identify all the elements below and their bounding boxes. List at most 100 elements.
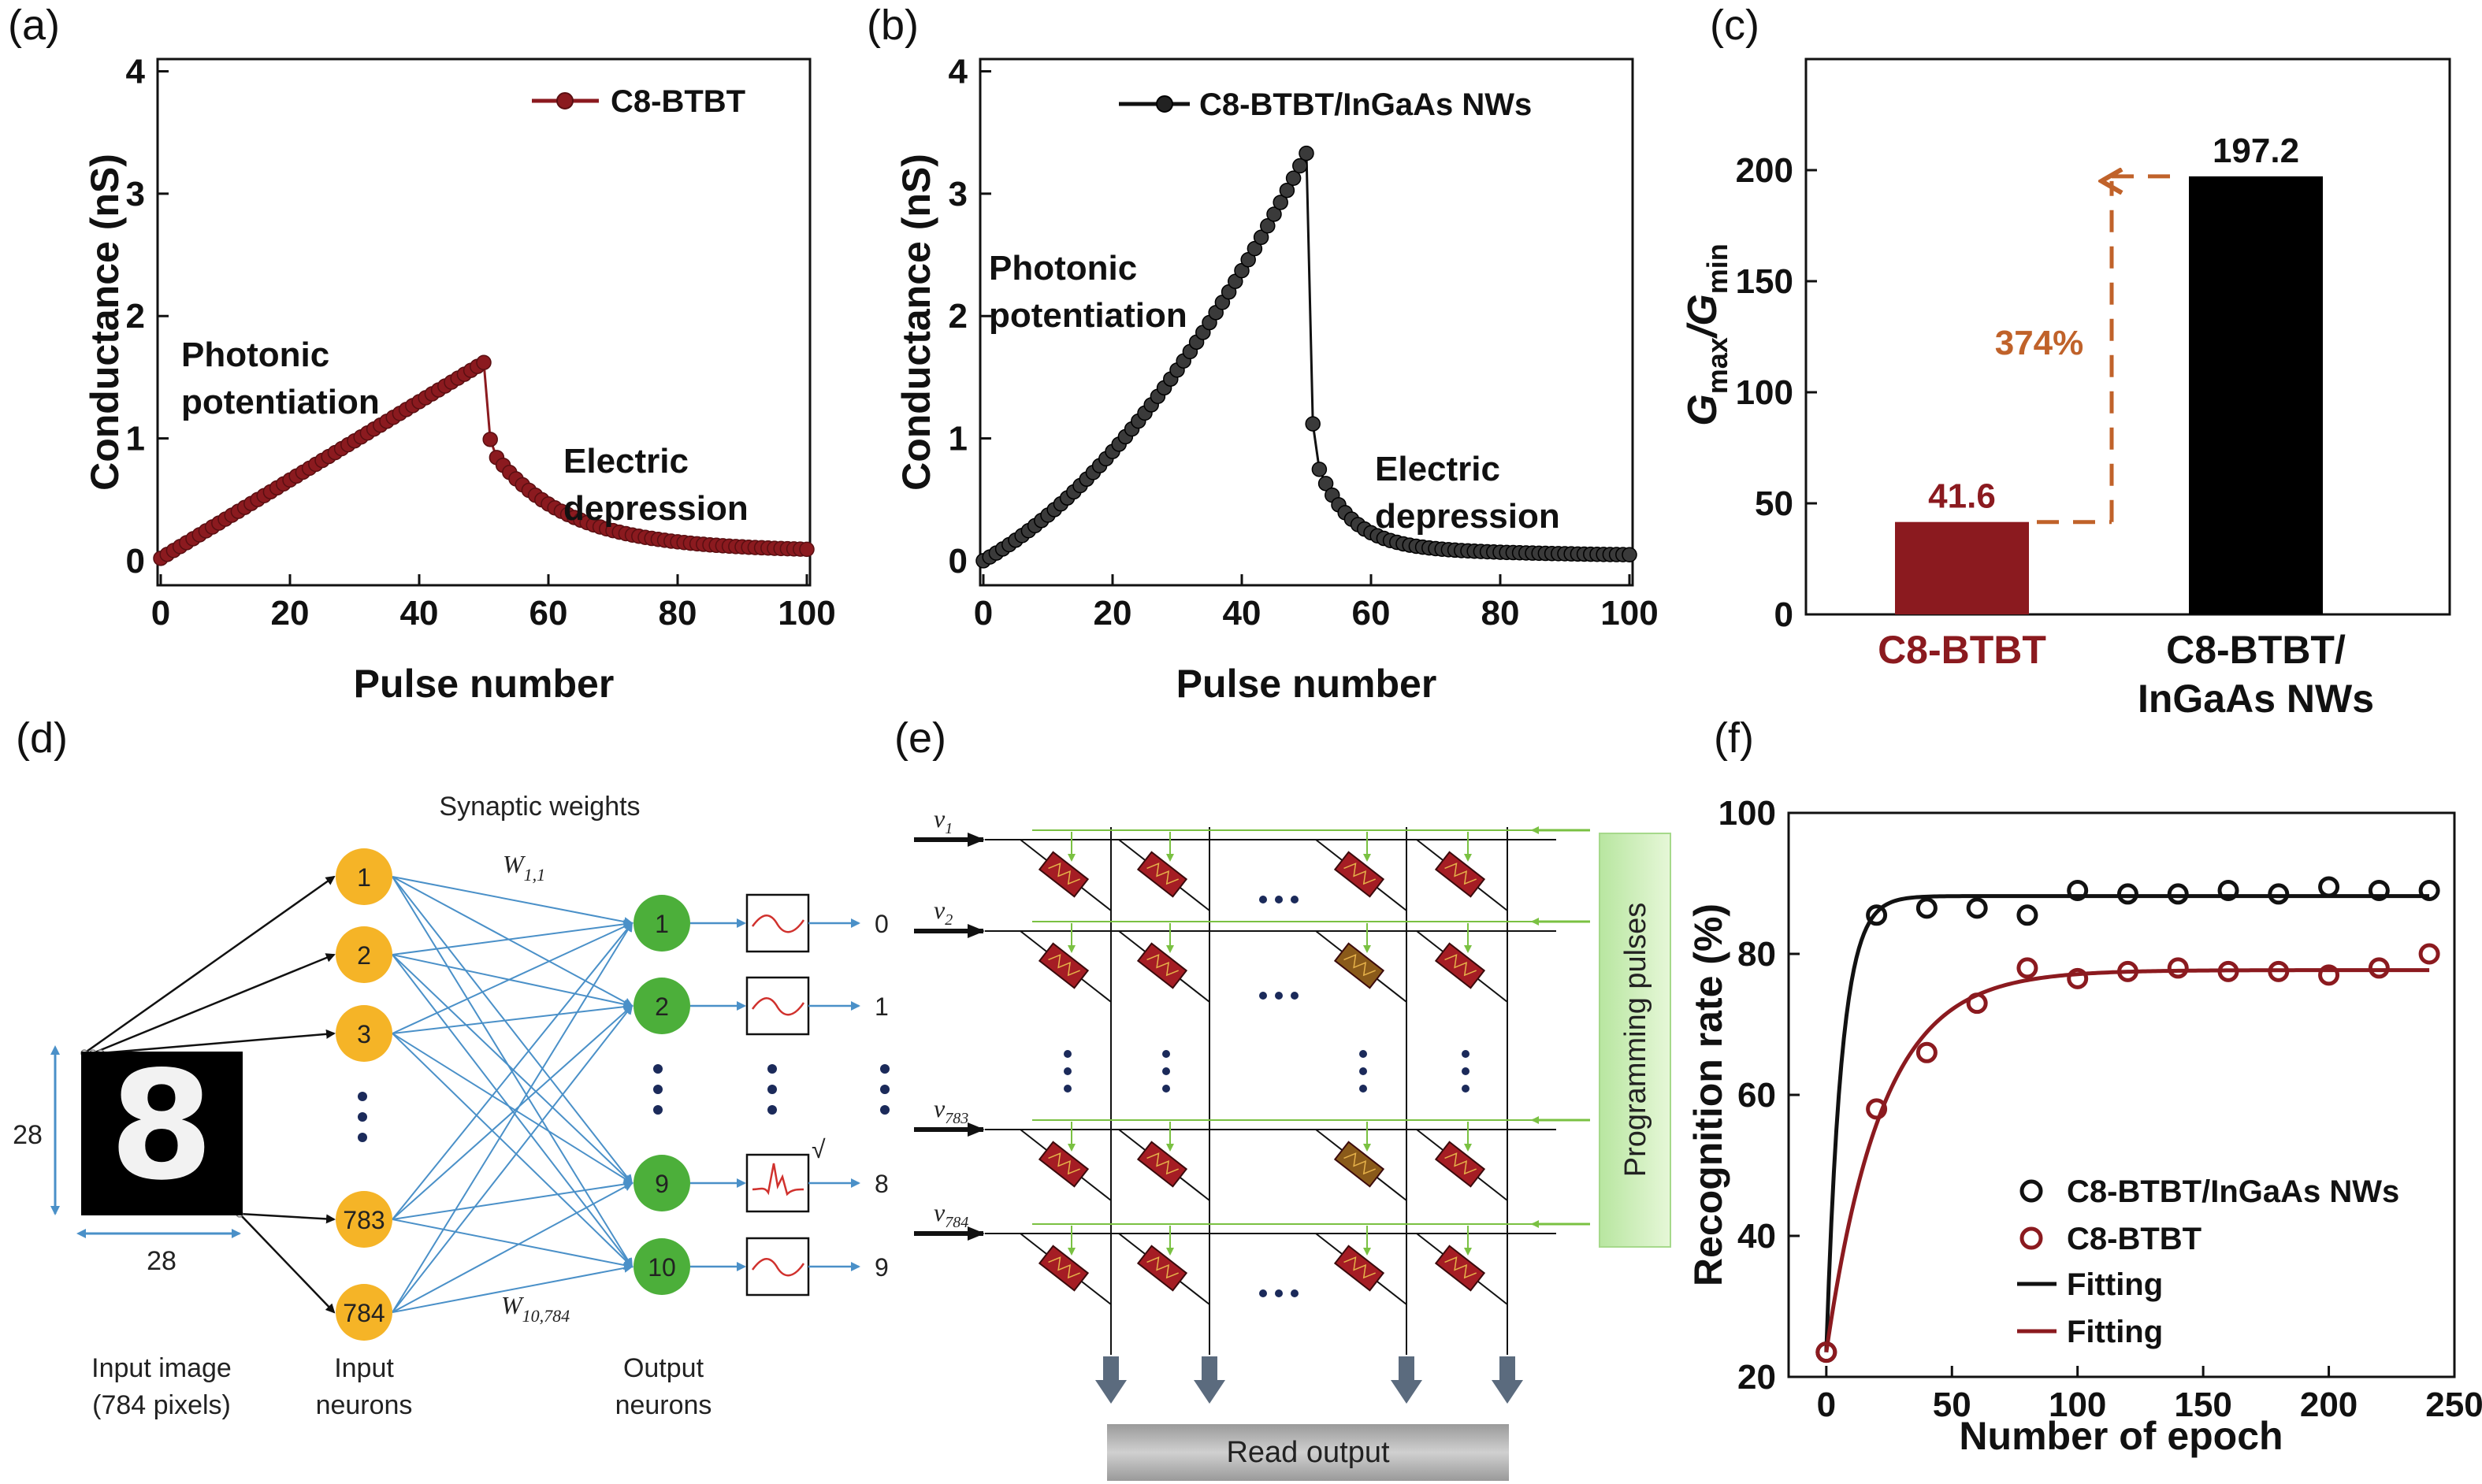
chart-c-ytick-label-3: 150 (1736, 262, 1793, 301)
series-0-point-12 (2418, 879, 2440, 901)
chart-c-ytick-label-1: 50 (1755, 484, 1793, 523)
col-ellipsis-3-2 (1462, 1085, 1470, 1093)
synapse-1-2 (392, 954, 634, 1185)
col-ellipsis-1-2 (1162, 1085, 1170, 1093)
series-1-point-10 (2318, 964, 2340, 986)
row-voltage-label-0: v1 (934, 804, 953, 837)
panel-e-crossbar: v1 v2 v783 v784 Programming pulses Read out… (914, 804, 1671, 1481)
series-1-point-9 (2268, 960, 2290, 982)
series-0-point-8 (2217, 879, 2239, 901)
chart-b-point-100 (1622, 547, 1637, 563)
output-class-label-3: 9 (875, 1253, 889, 1282)
chart-b-point-52 (1311, 462, 1328, 477)
chart-b-point-51 (1305, 416, 1321, 432)
memristor-pattern-2-0 (1048, 1152, 1080, 1175)
synapse-3-3 (392, 1219, 634, 1270)
synapse-2-0 (392, 922, 634, 1034)
chart-a-xtick-label-1: 20 (271, 594, 310, 633)
chart-c-ytick-label-0: 0 (1774, 595, 1793, 634)
output-neuron-1 (634, 895, 690, 952)
weight-first-label: W1,1 (503, 850, 545, 885)
column-output-arrow-head-1 (1194, 1380, 1225, 1404)
ylabel-f: Recognition rate (%) (1686, 903, 1730, 1286)
chart-a-ytick-label-0: 0 (126, 542, 145, 581)
input-neuron-784 (336, 1284, 392, 1341)
chart-f: 0 50 100 150 200 250 20 40 60 80 100 Number of epo… (1686, 794, 2482, 1458)
annot-electric-a: Electric (563, 442, 689, 480)
series-1-point-7 (2167, 957, 2189, 979)
input-neuron-label-0: 1 (357, 863, 371, 892)
legend-label-f-2: Fitting (2067, 1267, 2163, 1302)
fit-line-1 (1824, 968, 2430, 1353)
memristor-pattern-3-2 (1343, 1256, 1376, 1279)
series-0-point-10 (2318, 876, 2340, 898)
annot-depression-b: depression (1375, 497, 1560, 536)
legend-b: C8-BTBT/InGaAs NWs (1119, 87, 1532, 122)
input-neuron-label-2: 3 (357, 1020, 371, 1048)
series-0-point-1 (1866, 904, 1888, 926)
synapse-3-2 (392, 1179, 634, 1220)
output-class-label-1: 1 (875, 992, 889, 1021)
series-0-point-7 (2167, 883, 2189, 905)
synapse-4-1 (392, 1004, 634, 1313)
synapse-3-0 (392, 922, 634, 1220)
chart-f-ytick-label-2: 60 (1737, 1076, 1776, 1115)
legend-label-f-1: C8-BTBT (2067, 1222, 2201, 1256)
ylabel-c: Gmax/Gmin (1680, 243, 1733, 425)
input-neuron-783 (336, 1191, 392, 1248)
chart-b-ytick-label-4: 4 (949, 53, 968, 91)
synapse-4-3 (392, 1263, 634, 1313)
col-ellipsis-0-0 (1064, 1050, 1072, 1058)
row-ellipsis-1-0 (1259, 992, 1267, 1000)
caption-input-line1: Input (334, 1353, 394, 1383)
chart-b-point-45 (1266, 206, 1282, 222)
memristor-pattern-2-3 (1444, 1152, 1477, 1175)
panel-label-a: (a) (8, 2, 60, 49)
row-ellipsis-1-2 (1291, 992, 1299, 1000)
col-ellipsis-2-1 (1359, 1067, 1367, 1075)
row-ellipsis-0-0 (1259, 896, 1267, 903)
chart-c-ytick-label-2: 100 (1736, 373, 1793, 412)
caption-image-line2: (784 pixels) (92, 1390, 231, 1420)
output-neuron-2 (634, 978, 690, 1034)
chart-b-ytick-label-1: 1 (949, 420, 968, 458)
col-ellipsis-0-1 (1064, 1067, 1072, 1075)
memristor-pattern-0-0 (1048, 863, 1080, 885)
ylabel-b: Conductance (nS) (894, 154, 938, 491)
chart-a-ytick-label-4: 4 (126, 53, 146, 91)
row-voltage-label-3: v784 (934, 1198, 968, 1231)
memristor-pattern-1-2 (1343, 954, 1376, 977)
plot-frame-b (979, 58, 1634, 587)
chart-b-point-49 (1292, 158, 1308, 174)
input-neuron-3 (336, 1005, 392, 1062)
series-0-point-6 (2116, 883, 2138, 905)
image-width-label: 28 (147, 1246, 176, 1276)
row-voltage-label-1: v2 (934, 896, 953, 929)
legend-label-f-0: C8-BTBT/InGaAs NWs (2067, 1174, 2399, 1209)
column-output-arrow-head-3 (1492, 1380, 1523, 1404)
row-ellipsis-3-2 (1291, 1289, 1299, 1297)
panel-label-f: (f) (1714, 714, 1754, 762)
chart-b-xtick-label-5: 100 (1600, 594, 1658, 633)
bar-value-label-0: 41.6 (1928, 477, 1996, 516)
annot-potentiation-a: potentiation (181, 383, 380, 421)
chart-b-point-50 (1299, 145, 1314, 161)
synapse-1-0 (392, 919, 634, 955)
series-1-point-8 (2217, 960, 2239, 982)
legend-label-b: C8-BTBT/InGaAs NWs (1199, 87, 1532, 122)
chart-f-xtick-label-1: 50 (1933, 1386, 1971, 1424)
plot-frame-c (1804, 58, 2451, 616)
category-label-c8btbt: C8-BTBT (1878, 628, 2046, 672)
chart-a-ytick-label-3: 3 (126, 175, 145, 213)
col-ellipsis-1-0 (1162, 1050, 1170, 1058)
caption-input-line2: neurons (316, 1390, 413, 1420)
series-1-point-0 (1815, 1341, 1837, 1363)
chart-f-xtick-label-3: 150 (2174, 1386, 2231, 1424)
legend-f: C8-BTBT/InGaAs NWs C8-BTBT Fitting Fitti… (2017, 1174, 2399, 1349)
column-output-arrow-head-2 (1391, 1380, 1422, 1404)
row-voltage-label-2: v783 (934, 1094, 968, 1127)
synaptic-weights-title: Synaptic weights (439, 792, 640, 822)
col-ellipsis-0-2 (1064, 1085, 1072, 1093)
output-neuron-10 (634, 1238, 690, 1295)
